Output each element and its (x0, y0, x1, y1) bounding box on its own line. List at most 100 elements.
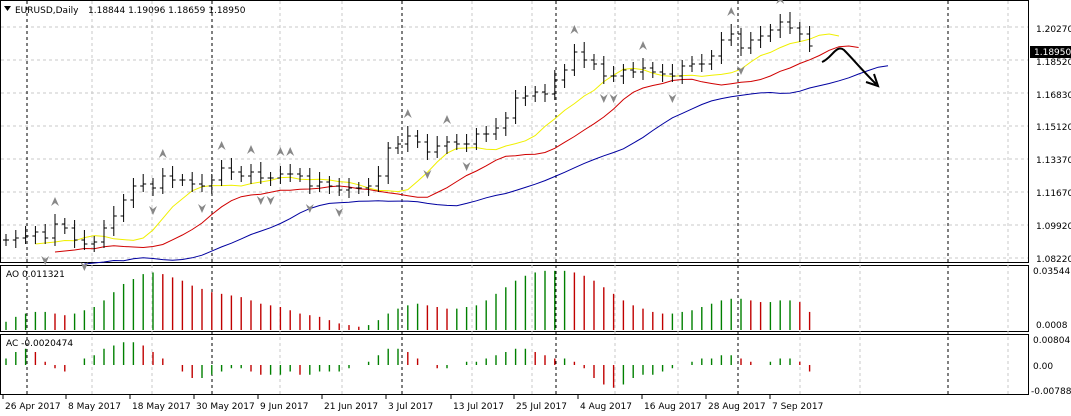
ohlc-bar (71, 220, 78, 248)
ohlc-bar (385, 142, 392, 184)
ohlc-bar (120, 194, 127, 222)
ohlc-bar (395, 136, 401, 154)
ohlc-bar (502, 112, 509, 136)
time-label: 8 May 2017 (68, 402, 121, 412)
ohlc-bar (463, 134, 470, 152)
ohlc-bar (434, 136, 441, 158)
forecast-arrow-head (865, 73, 880, 88)
ohlc-bar (130, 178, 137, 208)
ao-tick: 0.035447 (1033, 267, 1071, 277)
fractal-down-icon (462, 162, 471, 171)
ohlc-bar (591, 54, 597, 70)
fractal-up-icon (286, 147, 295, 156)
symbol-label: EURUSD,Daily (15, 6, 79, 16)
price-axis: 1.20270 1.18520 1.16830 1.15120 1.13370 … (1036, 25, 1071, 265)
fractal-up-icon (570, 25, 579, 34)
ohlc-bar (444, 136, 450, 154)
ohlc-bar (199, 174, 205, 192)
ao-label: AO 0.011321 (6, 270, 65, 280)
ac-histogram (5, 342, 811, 388)
fractal-down-icon (198, 204, 206, 213)
fractal-up-icon (727, 7, 736, 16)
ohlc-bar (551, 70, 558, 100)
ohlc-bar (532, 86, 539, 102)
ohlc-bar (189, 172, 196, 192)
ohlc-bar (649, 62, 656, 78)
ac-pane-frame (0, 334, 1029, 395)
ohlc-bar (728, 24, 735, 46)
fractal-down-icon (256, 196, 265, 205)
ohlc-bar (630, 62, 637, 78)
time-label: 9 Jun 2017 (260, 402, 308, 412)
ohlc-bar (52, 214, 58, 246)
price-tick: 1.11670 (1036, 189, 1071, 199)
ohlc-bar (581, 42, 588, 68)
fractal-down-icon (266, 196, 275, 205)
ohlc-bar (689, 56, 695, 72)
ohlc-bar (404, 126, 411, 152)
ohlc-bar (150, 178, 156, 196)
ac-tick: 0.00 (1033, 362, 1053, 372)
ohlc-bar (375, 166, 382, 192)
ohlc-bar (738, 28, 744, 56)
ohlc-bar (542, 84, 548, 102)
ohlc-bar (169, 166, 176, 188)
forecast-arrow[interactable] (821, 47, 877, 85)
ohlc-bar (326, 176, 333, 194)
ao-histogram (5, 270, 811, 330)
ohlc-bar (757, 26, 764, 48)
ohlc-bar (32, 226, 39, 244)
price-tick: 1.08220 (1036, 255, 1071, 265)
grid-lines (1, 1, 1028, 394)
ohlc-bar (483, 126, 490, 142)
ohlc-bar (22, 226, 29, 244)
ohlc-bar (218, 160, 225, 186)
ohlc-bar (336, 178, 343, 196)
time-label: 3 Jul 2017 (388, 402, 433, 412)
chart-menu-triangle-icon[interactable] (4, 6, 11, 11)
fractal-down-icon (668, 94, 677, 103)
price-tick: 1.20270 (1036, 25, 1071, 35)
fractal-down-icon (305, 204, 314, 213)
ac-label: AC -0.0020474 (6, 339, 73, 349)
fractal-down-icon (737, 66, 745, 75)
moving-averages (35, 33, 889, 265)
ohlc-bar (610, 66, 617, 82)
ao-tick: 0.0008 (1036, 321, 1068, 331)
current-price-marker (1030, 46, 1071, 58)
fractal-down-icon (609, 94, 618, 103)
ao-pane-frame (0, 265, 1029, 332)
ohlc-bar (561, 64, 568, 88)
time-label: 26 Apr 2017 (5, 402, 61, 412)
ohlc-bar (159, 168, 166, 194)
ohlc-bar (600, 56, 607, 84)
price-tick: 1.09920 (1036, 222, 1071, 232)
ohlc-bar (306, 168, 313, 194)
ma-slow-line (84, 65, 889, 265)
ohlc-bar (453, 134, 460, 150)
ac-tick: 0.0080413 (1033, 336, 1071, 346)
fractal-down-icon (149, 206, 157, 215)
ohlc-bar (81, 230, 88, 250)
main-pane-frame (0, 0, 1029, 263)
fractal-down-icon (41, 256, 50, 265)
ohlc-bar (61, 218, 68, 234)
time-label: 7 Sep 2017 (772, 402, 823, 412)
ohlc-bar (473, 128, 480, 150)
fractal-up-icon (443, 115, 451, 124)
ohlc-bar (522, 86, 529, 106)
fractal-markers (41, 0, 785, 271)
time-label: 30 May 2017 (196, 402, 255, 412)
fractal-up-icon (403, 109, 412, 118)
ohlc-bar (620, 64, 627, 84)
ohlc-bar (277, 166, 284, 184)
ohlc-bar (101, 220, 107, 248)
fractal-down-icon (335, 208, 344, 217)
fractal-up-icon (158, 149, 167, 158)
ohlc-bar (297, 168, 303, 182)
price-bars (3, 12, 813, 252)
ohlc-bar (640, 58, 646, 80)
ohlc-bar (208, 174, 215, 194)
ohlc-bar (316, 172, 323, 192)
